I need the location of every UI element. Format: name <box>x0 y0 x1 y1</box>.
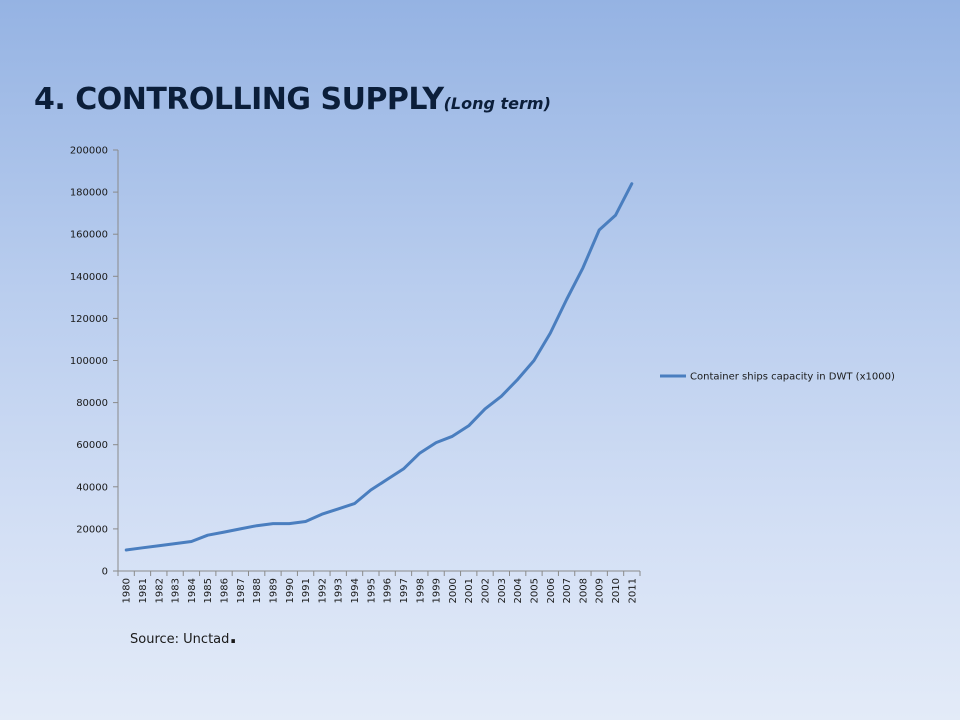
x-tick-label: 1982 <box>154 578 165 603</box>
x-tick-label: 2006 <box>546 578 557 603</box>
y-tick-label: 40000 <box>76 482 108 493</box>
x-tick-label: 2005 <box>529 578 540 603</box>
x-tick-label: 2007 <box>562 578 573 603</box>
x-tick-label: 1994 <box>350 578 361 603</box>
x-tick-label: 2011 <box>627 578 638 603</box>
y-tick-label: 160000 <box>70 230 108 241</box>
y-tick-label: 200000 <box>70 146 108 157</box>
chart-legend: Container ships capacity in DWT (x1000) <box>660 372 895 383</box>
x-tick-label: 2009 <box>595 578 606 603</box>
x-tick-label: 1989 <box>268 578 279 603</box>
x-axis: 1980 1981 1982 1983 1984 1985 1986 1987 1988 1989… <box>117 570 641 603</box>
x-tick-label: 2002 <box>481 578 492 603</box>
y-tick-label: 140000 <box>70 272 108 283</box>
x-tick-label: 1980 <box>122 578 133 603</box>
x-tick-label: 2000 <box>448 578 459 603</box>
y-tick-label: 60000 <box>76 440 108 451</box>
x-tick-label: 1987 <box>236 578 247 603</box>
x-tick-label: 1985 <box>203 578 214 603</box>
series-layer <box>124 182 634 552</box>
source-note: Source: Unctad. <box>130 626 237 647</box>
y-tick-label: 100000 <box>70 356 108 367</box>
y-tick-label: 120000 <box>70 314 108 325</box>
x-tick-label: 1997 <box>399 578 410 603</box>
x-tick-label: 1993 <box>334 578 345 603</box>
x-tick-label: 1992 <box>317 578 328 603</box>
x-tick-label: 1991 <box>301 578 312 603</box>
x-tick-label: 1998 <box>415 578 426 603</box>
source-text: Source: Unctad <box>130 632 230 647</box>
series-line <box>124 182 634 552</box>
slide-title-main: 4. CONTROLLING SUPPLY <box>34 82 444 117</box>
source-period: . <box>229 624 237 648</box>
x-tick-label: 1986 <box>220 578 231 603</box>
x-tick-label: 1995 <box>366 578 377 603</box>
x-tick-label: 2004 <box>513 578 524 603</box>
legend-label: Container ships capacity in DWT (x1000) <box>690 372 895 383</box>
x-tick-label: 1990 <box>285 578 296 603</box>
y-tick-label: 80000 <box>76 398 108 409</box>
x-tick-label: 1983 <box>171 578 182 603</box>
slide-title: 4. CONTROLLING SUPPLY(Long term) <box>34 80 551 117</box>
y-axis: 0 20000 40000 60000 80000 100000 120000 140000 1… <box>70 146 119 578</box>
x-tick-label: 1984 <box>187 578 198 603</box>
x-tick-label: 1996 <box>383 578 394 603</box>
y-tick-label: 20000 <box>76 524 108 535</box>
x-tick-label: 2001 <box>464 578 475 603</box>
x-tick-label: 1981 <box>138 578 149 603</box>
y-tick-label: 180000 <box>70 188 108 199</box>
x-tick-label: 1988 <box>252 578 263 603</box>
x-tick-label: 1999 <box>432 578 443 603</box>
x-tick-label: 2008 <box>578 578 589 603</box>
slide-title-subtitle: (Long term) <box>443 94 551 113</box>
x-tick-label: 2010 <box>611 578 622 603</box>
x-tick-label: 2003 <box>497 578 508 603</box>
y-tick-label: 0 <box>102 567 108 578</box>
